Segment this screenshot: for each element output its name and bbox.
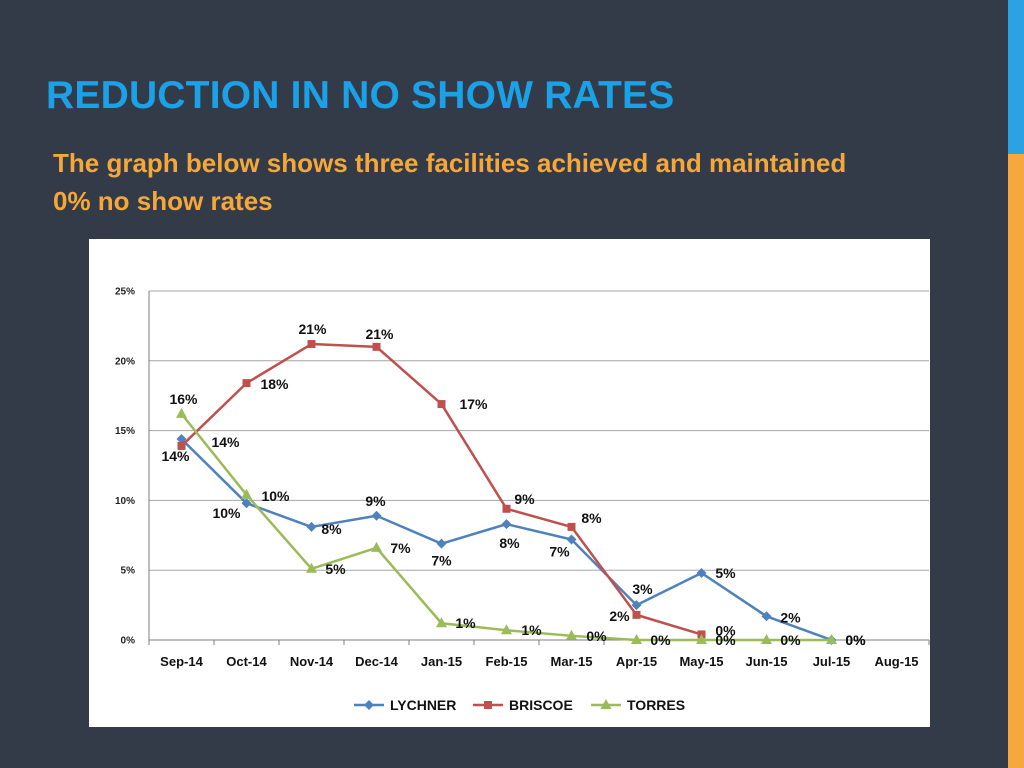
y-tick-label: 25% [115,287,135,298]
data-label-torres: 10% [261,488,290,504]
series-torres: 16%10%5%7%1% 1% 0% 0% 0% 0% 0% [169,391,866,648]
x-tick-label: May-15 [679,654,723,669]
data-point-lychner [696,567,707,578]
slide-title: REDUCTION IN NO SHOW RATES [46,74,675,117]
data-label-torres: 0% [650,632,671,648]
data-label-briscoe: 21% [298,321,327,337]
legend: LYCHNER BRISCOE TORRES [354,697,685,713]
y-tick-label: 0% [121,636,136,647]
data-point-torres [371,541,382,552]
x-tick-label: Apr-15 [616,654,657,669]
accent-bar-orange [1008,154,1024,768]
data-label-lychner: 14% [161,448,190,464]
data-point-torres [501,624,512,635]
data-point-lychner [371,510,382,521]
data-label-briscoe: 9% [514,491,535,507]
accent-bar-blue [1008,0,1024,154]
legend-marker [484,701,492,709]
data-label-briscoe: 17% [459,396,488,412]
data-label-lychner: 7% [549,543,570,559]
legend-item-torres: TORRES [591,697,685,713]
data-label-lychner: 10% [212,505,241,521]
x-tick-label: Mar-15 [551,654,593,669]
data-point-torres [696,634,707,644]
data-label-torres: 16% [169,391,198,407]
y-tick-label: 15% [115,426,135,437]
data-point-lychner [761,611,772,622]
data-point-lychner [631,600,642,611]
data-point-torres [761,634,772,644]
legend-item-lychner: LYCHNER [354,697,456,713]
data-label-torres: 0% [780,632,801,648]
legend-label-torres: TORRES [627,697,685,713]
data-label-torres: 7% [390,540,411,556]
x-tick-label: Nov-14 [290,654,334,669]
slide-subtitle: The graph below shows three facilities a… [53,148,847,216]
data-point-lychner [241,498,252,509]
data-label-lychner: 0% [845,632,866,648]
data-label-lychner: 7% [431,553,452,569]
data-label-torres: 1% [455,615,476,631]
data-point-lychner [436,538,447,549]
x-tick-label: Sep-14 [160,654,203,669]
data-point-briscoe [307,340,316,349]
data-label-briscoe: 18% [260,376,289,392]
data-label-lychner: 8% [499,535,520,551]
data-point-briscoe [177,441,186,450]
data-point-lychner [306,521,317,532]
data-point-briscoe [502,504,511,513]
data-label-briscoe: 8% [581,510,602,526]
legend-label-briscoe: BRISCOE [509,697,573,713]
data-point-torres [436,617,447,628]
data-label-torres: 1% [521,622,542,638]
data-point-torres [241,488,252,499]
y-tick-label: 10% [115,496,135,507]
series-lychner: 14%10%8%9%7%8%7%3%5%2%0% [161,433,866,648]
data-point-briscoe [632,610,641,619]
legend-marker [364,700,374,710]
x-tick-label: Feb-15 [486,654,528,669]
data-label-briscoe: 21% [365,326,394,342]
data-point-briscoe [372,342,381,351]
data-point-briscoe [567,522,576,531]
data-point-briscoe [437,400,446,409]
data-point-torres [176,407,187,418]
x-tick-label: Oct-14 [226,654,267,669]
data-label-briscoe: 2% [609,608,630,624]
data-label-lychner: 3% [632,581,653,597]
data-point-lychner [176,433,187,444]
x-tick-label: Jul-15 [813,654,851,669]
legend-label-lychner: LYCHNER [390,697,456,713]
data-point-torres [306,562,317,573]
legend-item-briscoe: BRISCOE [473,697,573,713]
data-point-lychner [566,534,577,545]
data-label-briscoe: 0% [715,622,736,638]
x-tick-label: Jan-15 [421,654,462,669]
chart-panel: 0% 5% 10% 15% 20% 25% Sep-14 Oct-14 Nov-14 Dec-14… [89,239,930,727]
y-tick-label: 20% [115,356,135,367]
data-point-torres [826,634,837,644]
data-point-torres [631,634,642,644]
data-label-torres: 0% [845,632,866,648]
data-point-briscoe [242,379,251,388]
data-label-lychner: 8% [321,521,342,537]
data-label-briscoe: 14% [211,434,240,450]
data-label-lychner: 2% [780,609,801,625]
data-label-torres: 0% [586,628,607,644]
data-label-torres: 0% [715,632,736,648]
data-label-lychner: 5% [715,565,736,581]
legend-marker [600,699,612,709]
x-tick-label: Jun-15 [746,654,788,669]
series-briscoe: 14% 18% 21% 21% 17% 9% 8% 2% 0% [177,321,736,639]
data-point-lychner [501,519,512,530]
x-tick-label: Dec-14 [355,654,398,669]
x-tick-label: Aug-15 [874,654,918,669]
data-point-torres [566,629,577,640]
data-label-torres: 5% [325,561,346,577]
data-label-lychner: 9% [365,493,386,509]
line-chart: 0% 5% 10% 15% 20% 25% Sep-14 Oct-14 Nov-14 Dec-14… [115,287,930,713]
y-tick-label: 5% [121,566,136,577]
